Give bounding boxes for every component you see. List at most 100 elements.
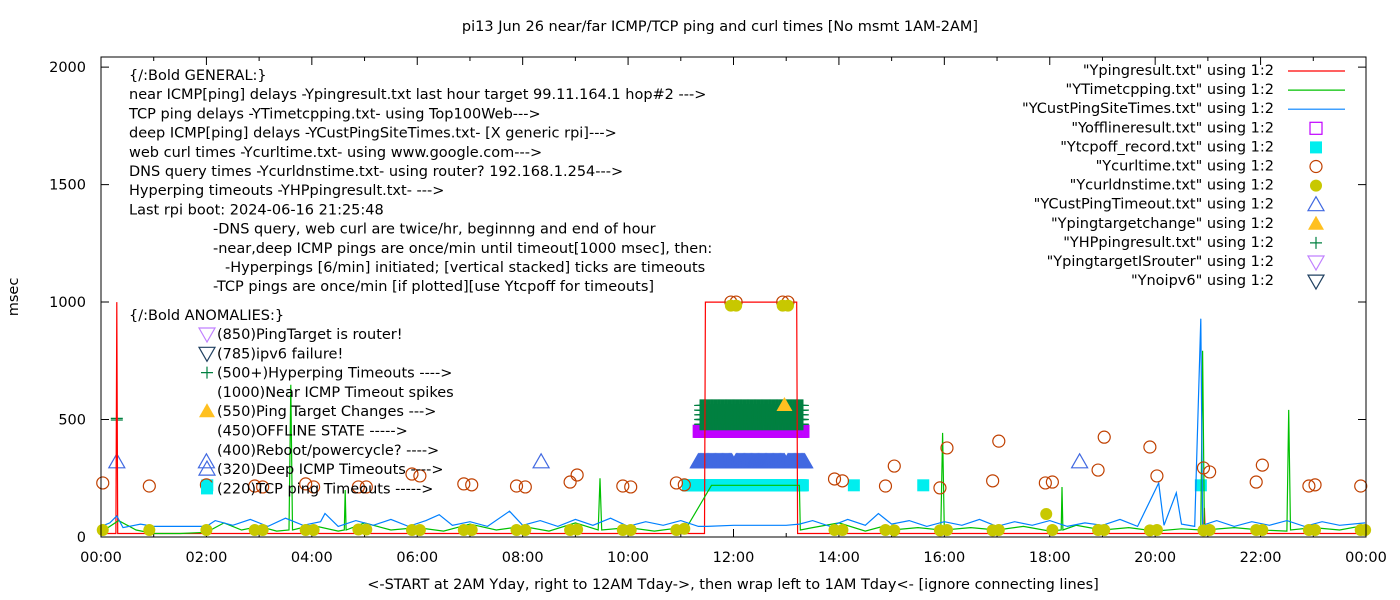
annotation-anomaly-line: (450)OFFLINE STATE -----> bbox=[217, 424, 408, 440]
legend-label: "Ycurldnstime.txt" using 1:2 bbox=[1070, 178, 1274, 194]
x-tick-label: 08:00 bbox=[502, 550, 544, 566]
data-point bbox=[940, 441, 954, 455]
series-1 bbox=[100, 350, 1366, 535]
y-tick-label: 500 bbox=[58, 413, 86, 429]
annotation-anomalies-title: {/:Bold ANOMALIES:} bbox=[129, 308, 284, 324]
data-point bbox=[1150, 469, 1164, 483]
data-point bbox=[1249, 475, 1263, 489]
data-point bbox=[933, 481, 947, 495]
legend-marker-sample bbox=[1310, 236, 1322, 249]
x-tick-label: 14:00 bbox=[818, 550, 860, 566]
legend-marker-sample bbox=[1310, 179, 1322, 192]
data-point bbox=[465, 523, 478, 536]
data-point bbox=[1309, 523, 1322, 536]
data-point bbox=[678, 522, 691, 535]
legend-label: "Yofflineresult.txt" using 1:2 bbox=[1071, 120, 1274, 136]
plot-area bbox=[96, 295, 1372, 537]
annotation-anomaly-line: (550)Ping Target Changes ---> bbox=[217, 404, 436, 420]
anomaly-icon bbox=[197, 346, 217, 363]
data-point bbox=[510, 523, 523, 536]
data-point bbox=[1070, 452, 1089, 469]
legend-label: "Ynoipv6" using 1:2 bbox=[1131, 273, 1274, 289]
annotation-general-line: Last rpi boot: 2024-06-16 21:25:48 bbox=[129, 202, 384, 218]
data-point bbox=[1143, 440, 1157, 454]
series-6 bbox=[96, 299, 1372, 537]
x-tick-label: 00:00 bbox=[1345, 550, 1387, 566]
data-point bbox=[413, 523, 426, 536]
x-axis-label: <-START at 2AM Yday, right to 12AM Tday-… bbox=[367, 577, 1099, 593]
series-7 bbox=[107, 452, 1089, 469]
legend-marker-sample bbox=[1306, 195, 1326, 212]
data-point bbox=[986, 474, 1000, 488]
data-point bbox=[1098, 523, 1111, 536]
data-point bbox=[1255, 458, 1269, 472]
data-point bbox=[1091, 463, 1105, 477]
chart-title: pi13 Jun 26 near/far ICMP/TCP ping and c… bbox=[462, 19, 978, 35]
data-point bbox=[1256, 523, 1269, 536]
data-point bbox=[1203, 465, 1217, 479]
data-point bbox=[616, 479, 630, 493]
legend: "Ypingresult.txt" using 1:2 "YTimetcpping… bbox=[1022, 63, 1345, 291]
data-point bbox=[360, 523, 373, 536]
legend-marker-sample bbox=[1306, 255, 1326, 272]
annotation-anomaly-line: (400)Reboot/powercycle? ----> bbox=[217, 443, 439, 459]
annotation-anomaly-line: (850)PingTarget is router! bbox=[217, 327, 403, 343]
data-point bbox=[624, 480, 638, 494]
annotation-general-line: TCP ping delays -YTimetcpping.txt- using… bbox=[128, 106, 541, 122]
data-point bbox=[256, 523, 269, 536]
legend-label: "Ypingtargetchange" using 1:2 bbox=[1051, 216, 1274, 232]
data-point bbox=[624, 523, 637, 536]
data-point bbox=[1040, 507, 1053, 520]
data-point bbox=[836, 523, 849, 536]
data-point bbox=[571, 523, 584, 536]
data-point bbox=[351, 480, 365, 494]
series-5 bbox=[96, 295, 1368, 495]
anomaly-icon bbox=[201, 482, 213, 495]
legend-label: "Ycurltime.txt" using 1:2 bbox=[1096, 159, 1274, 175]
series-2 bbox=[100, 318, 1366, 529]
x-tick-label: 06:00 bbox=[396, 550, 438, 566]
annotation-general-line: -near,deep ICMP pings are once/min until… bbox=[213, 241, 712, 257]
data-point bbox=[509, 479, 524, 493]
anomaly-icon bbox=[197, 327, 217, 344]
legend-label: "YCustPingTimeout.txt" using 1:2 bbox=[1034, 197, 1274, 213]
data-point bbox=[730, 299, 743, 312]
annotation-anomaly-line: (320)Deep ICMP Timeouts ----> bbox=[217, 462, 444, 478]
data-point bbox=[1150, 523, 1163, 536]
data-point bbox=[563, 475, 577, 489]
x-tick-label: 18:00 bbox=[1029, 550, 1071, 566]
data-point bbox=[143, 523, 156, 536]
data-point bbox=[992, 523, 1005, 536]
x-tick-label: 22:00 bbox=[1240, 550, 1282, 566]
legend-label: "YCustPingSiteTimes.txt" using 1:2 bbox=[1022, 101, 1274, 117]
annotation-general-line: deep ICMP[ping] delays -YCustPingSiteTim… bbox=[129, 126, 617, 142]
annotations: {/:Bold GENERAL:} near ICMP[ping] delays … bbox=[128, 68, 712, 497]
x-tick-label: 16:00 bbox=[923, 550, 965, 566]
y-tick-label: 2000 bbox=[49, 60, 86, 76]
x-tick-label: 10:00 bbox=[607, 550, 649, 566]
legend-marker-sample bbox=[1306, 274, 1326, 291]
data-point bbox=[888, 524, 901, 537]
data-point bbox=[256, 480, 270, 494]
data-point bbox=[1359, 523, 1372, 536]
data-point bbox=[107, 452, 126, 469]
data-point bbox=[200, 523, 213, 536]
annotation-general-line: DNS query times -Ycurldnstime.txt- using… bbox=[129, 164, 623, 180]
data-point bbox=[248, 479, 262, 493]
data-point bbox=[917, 479, 930, 492]
series-8 bbox=[776, 396, 793, 411]
data-point bbox=[879, 523, 892, 536]
legend-label: "YTimetcpping.txt" using 1:2 bbox=[1066, 82, 1274, 98]
annotation-general-line: -TCP pings are once/min [if plotted][use… bbox=[213, 279, 654, 295]
x-tick-label: 04:00 bbox=[291, 550, 333, 566]
legend-marker-sample bbox=[1310, 141, 1322, 154]
annotation-general-line: Hyperping timeouts -YHPpingresult.txt- -… bbox=[129, 183, 444, 199]
data-point bbox=[677, 478, 691, 492]
data-point bbox=[1097, 430, 1111, 444]
data-point bbox=[776, 396, 793, 411]
anomaly-icon bbox=[201, 366, 213, 379]
x-tick-label: 12:00 bbox=[713, 550, 755, 566]
data-point bbox=[1203, 523, 1216, 536]
